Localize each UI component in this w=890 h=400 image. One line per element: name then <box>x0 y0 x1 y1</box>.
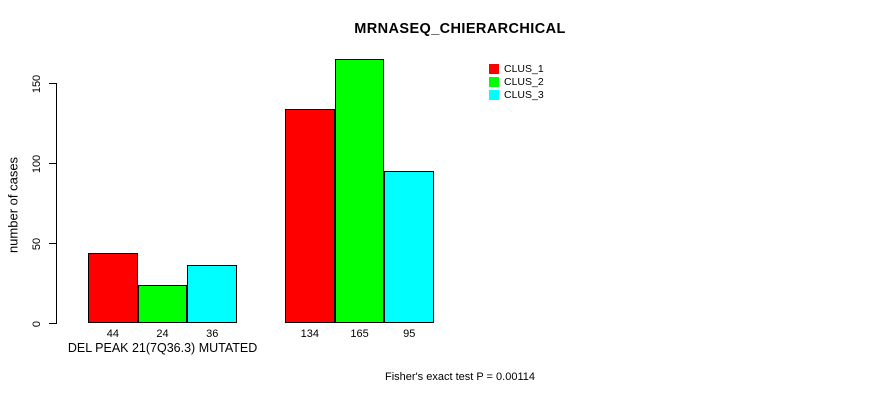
y-axis-tick <box>49 83 56 84</box>
y-axis-tick-label: 50 <box>31 237 43 250</box>
y-axis-tick <box>49 323 56 324</box>
legend-label: CLUS_1 <box>504 62 544 75</box>
bar <box>384 171 435 323</box>
bar <box>187 265 238 323</box>
bar <box>285 108 335 323</box>
y-axis-tick-label: 150 <box>31 74 43 93</box>
bar-value-label: 165 <box>350 328 369 340</box>
legend-color-swatch <box>489 89 499 100</box>
bar-value-label: 134 <box>300 328 320 340</box>
legend-label: CLUS_3 <box>504 88 544 101</box>
y-axis-tick-label: 100 <box>31 154 43 173</box>
legend-item: CLUS_2 <box>489 75 544 88</box>
y-axis-tick-label: 0 <box>31 320 43 327</box>
y-axis-tick <box>49 163 56 164</box>
y-axis-label: number of cases <box>5 156 21 254</box>
legend-color-swatch <box>489 63 499 74</box>
legend-color-swatch <box>489 76 499 87</box>
bar-value-label: 36 <box>206 328 219 340</box>
legend-item: CLUS_3 <box>489 88 544 101</box>
bar-value-label: 95 <box>403 328 416 340</box>
bar <box>137 284 188 323</box>
x-axis-group-label: DEL PEAK 21(7Q36.3) MUTATED <box>67 341 258 355</box>
bar-value-label: 24 <box>156 328 169 340</box>
y-axis-tick <box>49 243 56 244</box>
y-axis-line <box>56 83 57 324</box>
bar <box>88 252 138 323</box>
legend: CLUS_1 CLUS_2 CLUS_3 <box>489 62 544 101</box>
chart-title: MRNASEQ_CHIERARCHICAL <box>354 21 566 37</box>
legend-item: CLUS_1 <box>489 62 544 75</box>
bar <box>334 59 385 323</box>
bar-value-label: 44 <box>106 328 119 340</box>
fisher-test-annotation: Fisher's exact test P = 0.00114 <box>385 371 535 383</box>
legend-label: CLUS_2 <box>504 75 544 88</box>
